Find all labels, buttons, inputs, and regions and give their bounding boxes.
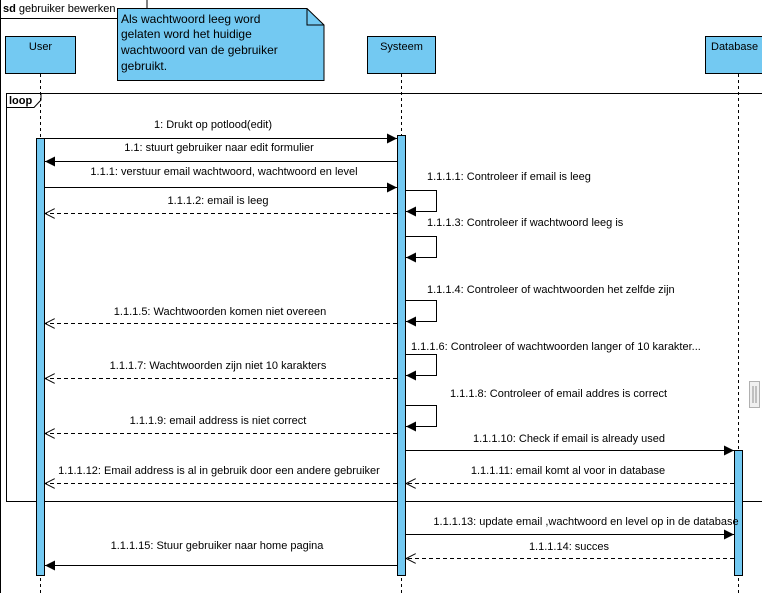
message-15-label: 1.1.1.12: Email address is al in gebruik… xyxy=(58,465,380,477)
lifeline-user-label: User xyxy=(29,41,53,53)
message-12-label: 1.1.1.9: email address is niet correct xyxy=(130,415,307,427)
message-6-arrow xyxy=(405,236,437,263)
resize-handle-icon[interactable] xyxy=(749,381,760,408)
activation-database xyxy=(734,450,743,576)
frame-title: sd gebruiker bewerken xyxy=(3,3,115,15)
message-18-label: 1.1.1.15: Stuur gebruiker naar home pagi… xyxy=(111,540,325,552)
message-6-label: 1.1.1.3: Controleer if wachtwoord leeg i… xyxy=(427,217,624,229)
message-14-label: 1.1.1.11: email komt al voor in database xyxy=(471,465,665,477)
loop-fragment: loop xyxy=(6,93,762,502)
message-11-arrow xyxy=(405,405,437,432)
loop-label: loop xyxy=(9,95,32,107)
lifeline-database-label: Database xyxy=(711,41,758,53)
message-7-arrow xyxy=(405,300,437,327)
activation-user xyxy=(36,138,45,576)
message-11-label: 1.1.1.8: Controleer of email addres is c… xyxy=(450,388,667,400)
lifeline-systeem[interactable]: Systeem xyxy=(367,36,436,74)
lifeline-database[interactable]: Database xyxy=(705,36,762,74)
lifeline-user[interactable]: User xyxy=(5,36,76,74)
message-17-label: 1.1.1.14: succes xyxy=(529,541,610,553)
activation-systeem xyxy=(397,135,406,576)
message-5-label: 1.1.1.2: email is leeg xyxy=(168,195,269,207)
message-3-label: 1.1.1: verstuur email wachtwoord, wachtw… xyxy=(90,166,357,178)
note-line-2: gelaten word het huidige xyxy=(121,27,252,41)
note-line-4: gebruikt. xyxy=(121,59,167,73)
note: Als wachtwoord leeg word gelaten word he… xyxy=(117,8,325,81)
message-9-label: 1.1.1.6: Controleer of wachtwoorden lang… xyxy=(411,341,701,353)
message-4-label: 1.1.1.1: Controleer if email is leeg xyxy=(427,171,591,183)
message-9-arrow xyxy=(405,354,437,381)
note-line-1: Als wachtwoord leeg word xyxy=(121,12,260,26)
message-16-label: 1.1.1.13: update email ,wachtwoord en le… xyxy=(433,516,738,528)
message-1-label: 1: Drukt op potlood(edit) xyxy=(154,119,272,131)
message-10-label: 1.1.1.7: Wachtwoorden zijn niet 10 karak… xyxy=(110,360,327,372)
note-line-3: wachtwoord van de gebruiker xyxy=(120,43,278,57)
message-7-label: 1.1.1.4: Controleer of wachtwoorden het … xyxy=(427,284,675,296)
message-13-label: 1.1.1.10: Check if email is already used xyxy=(473,433,665,445)
message-4-arrow xyxy=(405,190,437,217)
lifeline-systeem-label: Systeem xyxy=(380,41,423,53)
sd-frame: sd gebruiker bewerken xyxy=(0,0,148,593)
message-8-label: 1.1.1.5: Wachtwoorden komen niet overeen xyxy=(114,306,326,318)
message-2-label: 1.1: stuurt gebruiker naar edit formulie… xyxy=(124,142,314,154)
